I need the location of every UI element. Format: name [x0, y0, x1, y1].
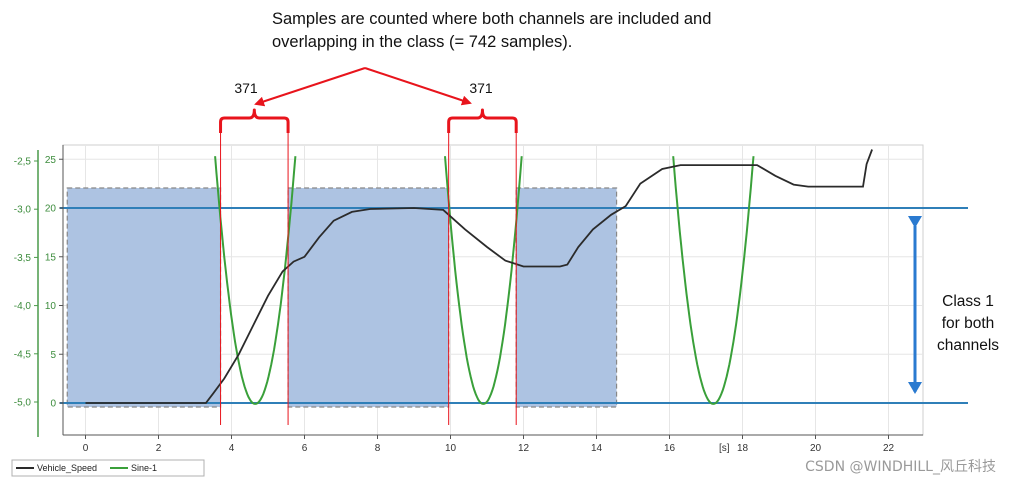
count-bracket — [447, 108, 518, 133]
watermark: CSDN @WINDHILL_风丘科技 — [805, 459, 996, 475]
count-bracket — [219, 108, 290, 133]
x-ticks: 0 2 4 6 8 10 12 14 16 18 20 22 — [83, 435, 895, 454]
speed-tick-label: 0 — [50, 399, 56, 410]
legend-label-speed: Vehicle_Speed — [37, 463, 97, 473]
x-tick-label: 22 — [883, 443, 895, 454]
legend-box — [11, 459, 205, 477]
x-tick-label: 4 — [229, 443, 235, 454]
overlap-regions — [66, 187, 618, 408]
overlap-region — [66, 187, 222, 408]
x-tick-label: 2 — [156, 443, 162, 454]
x-tick-label: 16 — [664, 443, 676, 454]
sine-segment — [444, 156, 523, 405]
sine-series — [214, 156, 755, 405]
speed-tick-label: 25 — [45, 155, 57, 166]
x-unit-label: [s] — [719, 443, 730, 454]
speed-series — [85, 149, 873, 404]
sine-tick-label: -4,5 — [14, 349, 32, 360]
pointer-arrow-left — [254, 67, 366, 107]
speed-line — [85, 149, 873, 404]
sine-tick-label: -2,5 — [14, 157, 32, 168]
main-annotation-line2: overlapping in the class (= 742 samples)… — [272, 33, 572, 51]
speed-tick-label: 20 — [45, 204, 57, 215]
x-tick-label: 0 — [83, 443, 89, 454]
x-tick-label: 18 — [737, 443, 749, 454]
overlap-region — [515, 187, 618, 408]
x-tick-label: 20 — [810, 443, 822, 454]
count-label-left: 371 — [234, 80, 258, 96]
speed-tick-label: 15 — [45, 252, 57, 263]
sine-tick-label: -4,0 — [14, 301, 32, 312]
sine-segment — [214, 156, 297, 405]
class-label-line2: for both — [942, 315, 995, 332]
legend-label-sine: Sine-1 — [131, 463, 157, 473]
sine-segment — [672, 156, 755, 405]
sine-tick-label: -5,0 — [14, 398, 32, 409]
x-tick-label: 14 — [591, 443, 603, 454]
x-tick-label: 12 — [518, 443, 530, 454]
sine-tick-label: -3,5 — [14, 253, 32, 264]
speed-tick-label: 10 — [45, 301, 57, 312]
speed-tick-label: 5 — [50, 350, 56, 361]
x-tick-label: 8 — [375, 443, 381, 454]
sine-tick-label: -3,0 — [14, 205, 32, 216]
count-windows — [219, 108, 518, 425]
x-tick-label: 10 — [445, 443, 457, 454]
x-tick-label: 6 — [302, 443, 308, 454]
y-ticks: -2,5 -3,0 -3,5 -4,0 -4,5 -5,0 25 20 15 10 5 0 — [14, 155, 63, 410]
class-label-line1: Class 1 — [942, 293, 994, 310]
overlap-region — [287, 187, 450, 408]
main-annotation-line1: Samples are counted where both channels … — [272, 10, 711, 28]
pointer-arrow-right — [364, 67, 472, 106]
class-band — [60, 207, 968, 404]
count-label-right: 371 — [469, 80, 493, 96]
class-label-line3: channels — [937, 337, 999, 354]
